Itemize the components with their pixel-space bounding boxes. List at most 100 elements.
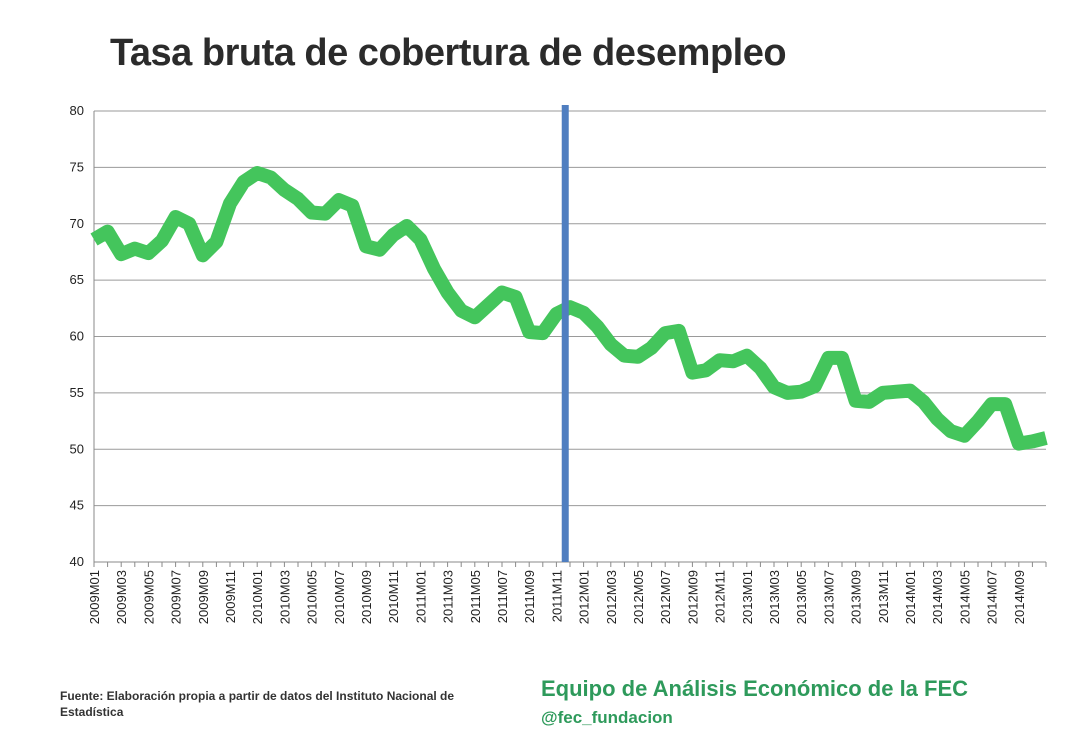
x-tick-label-2011M03: 2011M03 [441, 570, 456, 623]
data-point [1032, 441, 1033, 442]
x-tick-label-2011M09: 2011M09 [522, 570, 537, 623]
data-point [746, 355, 747, 356]
data-point [692, 372, 693, 373]
data-point [814, 386, 815, 387]
brand-label: Equipo de Análisis Económico de la FEC [541, 676, 969, 701]
series-line-0 [90, 166, 1048, 451]
y-tick-label-70: 70 [70, 216, 84, 231]
data-point [352, 205, 353, 206]
x-tick-label-2013M11: 2013M11 [876, 570, 891, 623]
x-tick-label-2012M09: 2012M09 [685, 570, 700, 624]
data-point [325, 213, 326, 214]
data-point [420, 239, 421, 240]
x-tick-label-2011M07: 2011M07 [495, 570, 510, 623]
data-point [311, 212, 312, 213]
data-point [162, 240, 163, 241]
x-tick-label-2014M09: 2014M09 [1012, 570, 1027, 624]
x-tick-label-2012M03: 2012M03 [604, 570, 619, 624]
data-point [175, 217, 176, 218]
data-point [393, 235, 394, 236]
data-point [678, 330, 679, 331]
data-point [529, 332, 530, 333]
x-tick-label-2012M07: 2012M07 [658, 570, 673, 624]
x-tick-label-2012M05: 2012M05 [631, 570, 646, 624]
data-point [148, 253, 149, 254]
x-tick-label-2010M05: 2010M05 [305, 570, 320, 624]
data-point [665, 333, 666, 334]
x-tick-label-2010M11: 2010M11 [386, 570, 401, 623]
source-note: Fuente: Elaboración propia a partir de d… [60, 689, 455, 719]
x-tick-label-2009M09: 2009M09 [196, 570, 211, 624]
x-tick-label-2010M01: 2010M01 [250, 570, 265, 624]
x-tick-label-2010M07: 2010M07 [332, 570, 347, 624]
x-tick-label-2012M01: 2012M01 [577, 570, 592, 624]
data-point [787, 392, 788, 393]
data-point [556, 313, 557, 314]
data-point [964, 435, 965, 436]
y-tick-label-50: 50 [70, 441, 84, 456]
x-tick-label-2014M05: 2014M05 [957, 570, 972, 624]
y-tick-label-40: 40 [70, 554, 84, 569]
y-tick-labels: 40 45 50 55 60 65 70 75 80 [70, 103, 84, 569]
data-point [461, 310, 462, 311]
data-point [597, 326, 598, 327]
x-tick-label-2010M09: 2010M09 [359, 570, 374, 624]
data-point [189, 223, 190, 224]
y-tick-label-60: 60 [70, 329, 84, 344]
data-point [882, 392, 883, 393]
x-tick-label-2010M03: 2010M03 [277, 570, 292, 624]
data-point [651, 347, 652, 348]
data-point [610, 344, 611, 345]
data-point [121, 254, 122, 255]
y-tick-label-55: 55 [70, 385, 84, 400]
data-point [910, 390, 911, 391]
data-point [298, 198, 299, 199]
data-point [950, 431, 951, 432]
x-tick-label-2013M03: 2013M03 [767, 570, 782, 624]
chart-title: Tasa bruta de cobertura de desempleo [110, 32, 787, 74]
y-tick-label-45: 45 [70, 498, 84, 513]
data-point [760, 368, 761, 369]
y-tick-label-65: 65 [70, 272, 84, 287]
data-point [733, 361, 734, 362]
x-tick-label-2009M07: 2009M07 [169, 570, 184, 624]
x-tick-label-2013M01: 2013M01 [740, 570, 755, 624]
data-point [706, 370, 707, 371]
x-tick-label-2011M11: 2011M11 [549, 570, 564, 622]
x-tick-label-2012M11: 2012M11 [713, 570, 728, 623]
data-point [94, 239, 95, 240]
data-point [488, 304, 489, 305]
data-point [542, 333, 543, 334]
data-point [134, 248, 135, 249]
x-tick-label-2009M03: 2009M03 [114, 570, 129, 624]
data-point [515, 297, 516, 298]
data-point [719, 360, 720, 361]
data-point [774, 387, 775, 388]
data-point [270, 177, 271, 178]
data-point [978, 421, 979, 422]
axes [93, 111, 1047, 567]
x-tick-label-2011M01: 2011M01 [413, 570, 428, 623]
data-point [1046, 438, 1047, 439]
data-point [869, 401, 870, 402]
data-point [801, 391, 802, 392]
social-handle: @fec_fundacion [541, 708, 673, 727]
data-point [638, 356, 639, 357]
data-point [447, 292, 448, 293]
x-tick-label-2013M05: 2013M05 [794, 570, 809, 624]
data-point [434, 268, 435, 269]
data-point [583, 312, 584, 313]
y-tick-label-75: 75 [70, 159, 84, 174]
data-point [502, 292, 503, 293]
series-group [90, 166, 1048, 451]
data-point [855, 400, 856, 401]
y-tick-label-80: 80 [70, 103, 84, 118]
x-tick-label-2009M05: 2009M05 [141, 570, 156, 624]
x-tick-label-2013M07: 2013M07 [821, 570, 836, 624]
data-point [379, 249, 380, 250]
data-point [842, 357, 843, 358]
data-point [570, 307, 571, 308]
x-tick-label-2014M01: 2014M01 [903, 570, 918, 624]
x-tick-label-2014M07: 2014M07 [985, 570, 1000, 624]
